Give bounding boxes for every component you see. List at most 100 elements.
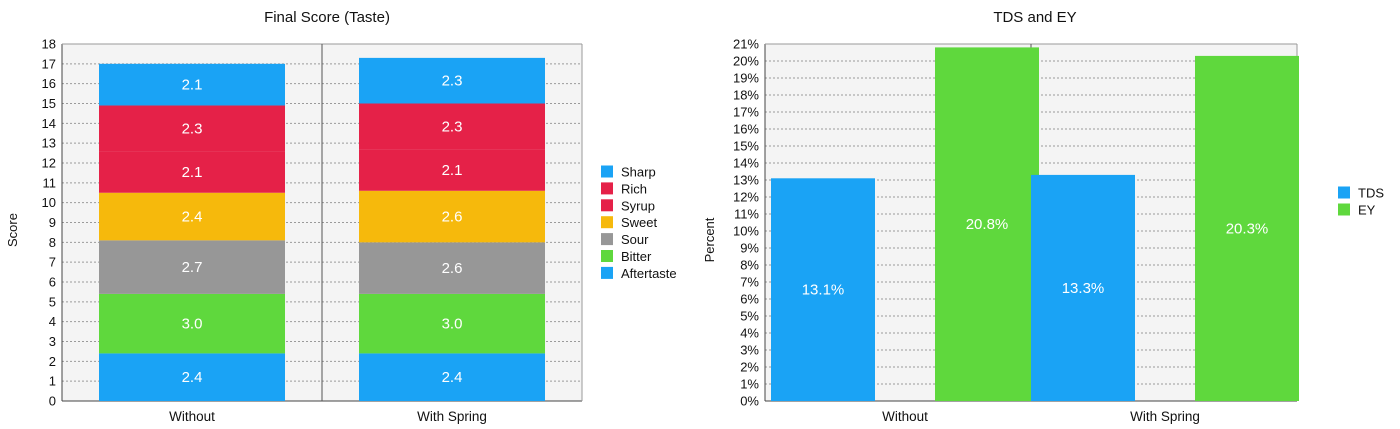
legend-label: Sour [621,232,649,247]
chart-title: TDS and EY [993,9,1076,26]
y-tick-label: 14 [42,116,56,131]
legend-swatch [601,233,613,246]
legend-swatch [601,250,613,262]
legend-label: TDS [1358,186,1384,201]
data-label: 2.1 [182,77,203,94]
y-tick-label: 15 [42,96,56,111]
y-tick-label: 14% [733,156,759,171]
y-tick-label: 1 [49,374,56,389]
y-tick-label: 9% [740,241,759,256]
y-tick-label: 7% [740,275,759,290]
legend-label: Rich [621,181,647,196]
legend-swatch [601,216,613,229]
x-tick-label: Without [169,409,215,424]
y-tick-label: 10 [42,195,56,210]
y-tick-label: 16% [733,122,759,137]
legend-swatch [1338,186,1350,199]
data-label: 20.3% [1226,220,1269,237]
bar-segment [359,293,545,354]
data-label: 13.1% [802,282,845,299]
data-label: 2.4 [182,209,203,226]
y-tick-label: 0% [740,394,759,409]
y-tick-label: 4 [49,314,56,329]
data-label: 2.4 [442,369,463,386]
data-label: 2.6 [442,260,463,277]
y-tick-label: 13% [733,173,759,188]
y-axis-label: Percent [702,217,717,262]
y-tick-label: 2 [49,354,56,369]
bar-segment [359,103,545,150]
legend-swatch [601,165,613,178]
y-tick-label: 8% [740,258,759,273]
y-tick-label: 15% [733,139,759,154]
bar-segment [359,149,545,191]
bar [1031,174,1135,401]
data-label: 3.0 [182,316,203,333]
y-tick-label: 18% [733,88,759,103]
y-tick-label: 17 [42,56,56,71]
data-label: 2.3 [442,73,463,90]
bar-segment [99,293,285,354]
y-tick-label: 16 [42,76,56,91]
y-tick-label: 7 [49,255,56,270]
y-axis-label: Score [5,213,20,247]
y-tick-label: 1% [740,377,759,392]
legend-label: EY [1358,203,1376,218]
x-tick-label: With Spring [417,409,487,424]
data-label: 2.4 [182,369,203,386]
legend-label: Aftertaste [621,266,677,281]
y-tick-label: 17% [733,105,759,120]
y-tick-label: 3% [740,343,759,358]
bar-segment [99,105,285,152]
bar [1195,55,1299,402]
legend-label: Bitter [621,249,652,264]
data-label: 2.3 [182,120,203,137]
bar-segment [359,242,545,294]
y-tick-label: 10% [733,224,759,239]
y-tick-label: 6% [740,292,759,307]
chart-tds-ey: TDS and EY Percent 0% 1% 2% 3% 4% 5% 6% 7% 8% 9% 1… [702,9,1384,424]
bar-segment [99,63,285,106]
y-tick-label: 8 [49,235,56,250]
data-label: 2.6 [442,209,463,226]
legend-swatch [601,266,613,279]
y-tick-label: 2% [740,360,759,375]
y-tick-label: 3 [49,334,56,349]
data-label: 2.7 [182,259,203,276]
legend-label: Sharp [621,165,656,180]
bar [771,178,875,401]
data-label: 20.8% [966,216,1009,233]
y-tick-label: 18 [42,37,56,52]
y-tick-label: 4% [740,326,759,341]
data-label: 2.1 [182,164,203,181]
bar-segment [99,353,285,401]
data-label: 2.1 [442,162,463,179]
chart-title: Final Score (Taste) [264,9,390,26]
y-tick-label: 19% [733,71,759,86]
bar-segment [359,190,545,243]
bar-segment [99,192,285,241]
x-tick-label: With Spring [1130,409,1200,424]
bar-segment [99,240,285,294]
legend-swatch [601,182,613,195]
y-tick-label: 21% [733,37,759,52]
bar-segment [359,57,545,104]
chart-final-score: Final Score (Taste) Score 01234567891011… [5,9,677,424]
data-label: 3.0 [442,316,463,333]
y-tick-label: 13 [42,136,56,151]
y-tick-label: 12% [733,190,759,205]
bar-segment [359,353,545,401]
y-tick-label: 11% [734,207,759,222]
y-tick-label: 5 [49,294,56,309]
bar [935,47,1039,402]
y-tick-label: 0 [49,394,56,409]
y-tick-label: 6 [49,275,56,290]
data-label: 2.3 [442,118,463,135]
legend-swatch [601,199,613,212]
legend-label: Syrup [621,198,655,213]
y-tick-label: 5% [740,309,759,324]
bar-segment [99,151,285,193]
data-label: 13.3% [1062,280,1105,297]
y-tick-label: 20% [733,54,759,69]
